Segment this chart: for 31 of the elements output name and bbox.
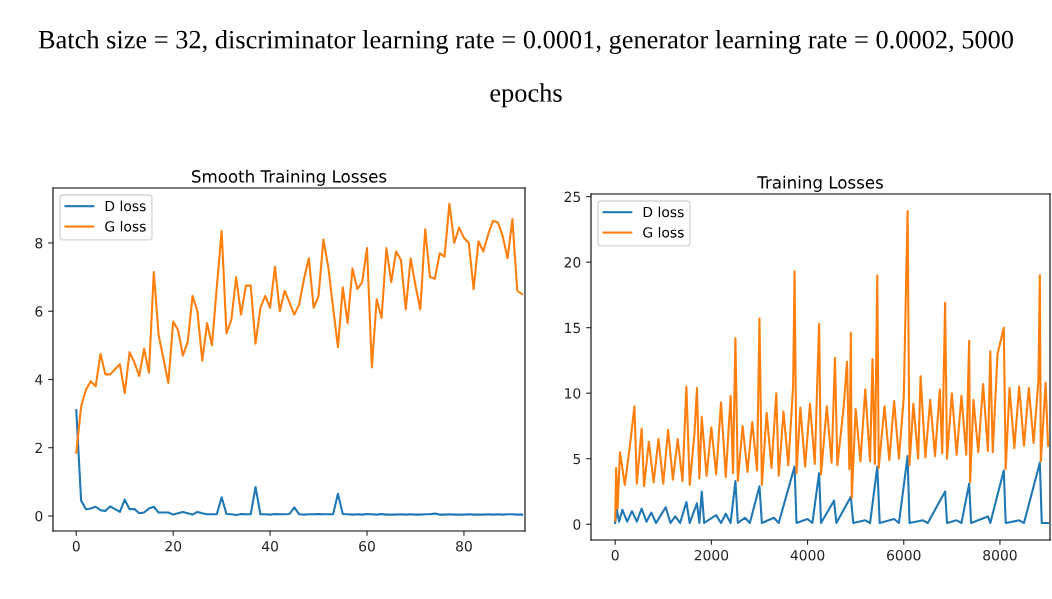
- x-tick-label: 20: [165, 540, 182, 552]
- y-tick-label: 20: [564, 257, 581, 268]
- chart-title: Smooth Training Losses: [192, 169, 387, 186]
- x-tick-label: 4000: [790, 549, 825, 561]
- line-series: [614, 455, 1050, 524]
- legend-label: G loss: [643, 226, 684, 238]
- legend-label: D loss: [105, 200, 146, 212]
- line-series: [75, 202, 524, 454]
- y-tick-label: 6: [35, 306, 43, 317]
- x-tick-label: 8000: [983, 549, 1017, 561]
- y-tick-label: 2: [35, 442, 42, 453]
- y-tick-label: 10: [565, 388, 581, 399]
- y-tick-label: 15: [565, 322, 581, 334]
- x-tick-label: 60: [359, 540, 375, 552]
- y-tick-label: 5: [573, 453, 581, 465]
- x-tick-label: 40: [261, 540, 279, 552]
- x-tick-label: 80: [456, 540, 472, 552]
- x-tick-label: 2000: [694, 549, 729, 561]
- y-tick-label: 25: [564, 191, 581, 203]
- line-series: [75, 409, 524, 516]
- x-tick-label: 0: [72, 540, 80, 552]
- text: Batch size = 32, discriminator learning rate = 0.0001, generator learning rate = 0.0002, 5000 epochs: [38, 30, 1013, 108]
- y-tick-label: 0: [35, 510, 43, 522]
- y-tick-label: 0: [573, 519, 581, 530]
- y-tick-label: 8: [35, 237, 43, 249]
- legend-label: G loss: [105, 220, 146, 232]
- y-tick-label: 4: [35, 374, 43, 385]
- chart-title: Training Losses: [757, 175, 883, 192]
- legend-label: D loss: [643, 206, 684, 218]
- x-tick-label: 6000: [887, 549, 921, 561]
- x-tick-label: 0: [611, 549, 619, 561]
